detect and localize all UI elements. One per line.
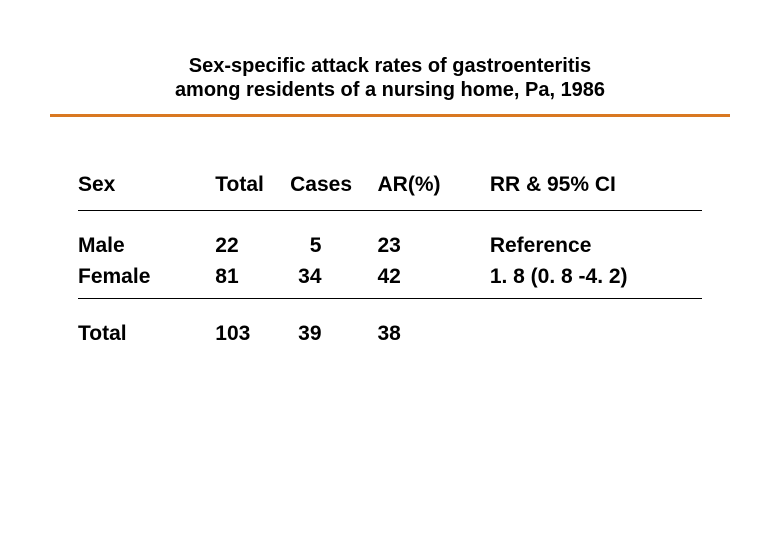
col-header-total: Total	[215, 172, 290, 204]
cell-total: 22	[215, 221, 290, 261]
cell-cases: 34	[290, 262, 377, 292]
section-rule	[78, 204, 702, 221]
cell-sex: Female	[78, 262, 215, 292]
cell-sex: Male	[78, 221, 215, 261]
cell-ar: 42	[378, 262, 490, 292]
cell-rr	[490, 309, 702, 349]
col-header-ar: AR(%)	[378, 172, 490, 204]
cell-sex: Total	[78, 309, 215, 349]
cell-rr: 1. 8 (0. 8 -4. 2)	[490, 262, 702, 292]
section-rule	[78, 292, 702, 309]
col-header-cases: Cases	[290, 172, 377, 204]
title-line-2: among residents of a nursing home, Pa, 1…	[175, 79, 605, 101]
title-line-1: Sex-specific attack rates of gastroenter…	[189, 55, 591, 77]
table-row: Male 22 5 23 Reference	[78, 221, 702, 261]
rule-line	[78, 210, 702, 211]
slide-title: Sex-specific attack rates of gastroenter…	[0, 50, 780, 112]
cell-cases: 5	[290, 221, 377, 261]
rule-line	[78, 298, 702, 299]
cell-rr: Reference	[490, 221, 702, 261]
table-total-row: Total 103 39 38	[78, 309, 702, 349]
col-header-sex: Sex	[78, 172, 215, 204]
cell-total: 103	[215, 309, 290, 349]
attack-rate-table: Sex Total Cases AR(%) RR & 95% CI Male 2…	[78, 172, 702, 349]
attack-rate-table-wrap: Sex Total Cases AR(%) RR & 95% CI Male 2…	[0, 117, 780, 349]
cell-ar: 38	[378, 309, 490, 349]
cell-cases: 39	[290, 309, 377, 349]
cell-total: 81	[215, 262, 290, 292]
table-row: Female 81 34 42 1. 8 (0. 8 -4. 2)	[78, 262, 702, 292]
cell-ar: 23	[378, 221, 490, 261]
table-header-row: Sex Total Cases AR(%) RR & 95% CI	[78, 172, 702, 204]
slide: Sex-specific attack rates of gastroenter…	[0, 0, 780, 540]
col-header-rr: RR & 95% CI	[490, 172, 702, 204]
